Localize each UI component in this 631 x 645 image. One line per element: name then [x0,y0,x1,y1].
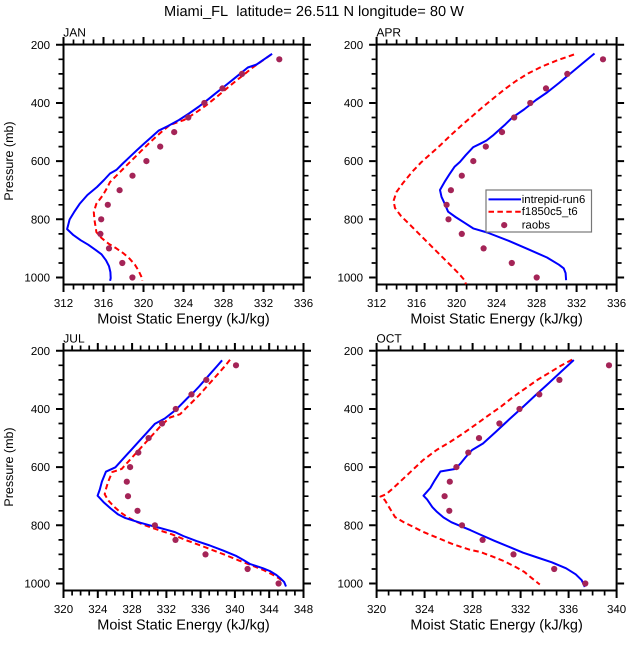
svg-text:328: 328 [123,604,142,616]
svg-text:340: 340 [607,604,626,616]
svg-text:JAN: JAN [63,25,86,39]
svg-text:800: 800 [344,214,363,226]
svg-text:332: 332 [511,604,530,616]
svg-text:324: 324 [88,604,108,616]
svg-text:APR: APR [376,25,401,39]
svg-text:600: 600 [31,156,50,168]
svg-text:336: 336 [559,604,578,616]
svg-text:324: 324 [174,298,194,310]
svg-text:332: 332 [254,298,273,310]
svg-text:800: 800 [344,520,363,532]
svg-text:324: 324 [415,604,435,616]
svg-text:316: 316 [94,298,113,310]
svg-text:312: 312 [54,298,73,310]
svg-text:324: 324 [487,298,507,310]
svg-text:400: 400 [31,98,50,110]
svg-text:328: 328 [214,298,233,310]
svg-text:Pressure (mb): Pressure (mb) [2,121,16,200]
svg-text:600: 600 [31,462,50,474]
svg-text:Miami_FL latitude= 26.511 N l: Miami_FL latitude= 26.511 N longitude= 8… [164,4,464,20]
svg-text:1000: 1000 [24,579,50,591]
svg-text:340: 340 [225,604,244,616]
svg-text:400: 400 [31,404,50,416]
svg-text:Moist Static Energy (kJ/kg): Moist Static Energy (kJ/kg) [410,311,582,327]
svg-text:OCT: OCT [376,331,402,345]
svg-text:336: 336 [191,604,210,616]
svg-text:600: 600 [344,462,363,474]
svg-text:344: 344 [260,604,280,616]
svg-text:1000: 1000 [338,273,364,285]
svg-text:intrepid-run6: intrepid-run6 [522,194,585,206]
svg-text:raobs: raobs [522,220,551,232]
svg-text:800: 800 [31,214,50,226]
svg-text:Moist Static Energy (kJ/kg): Moist Static Energy (kJ/kg) [97,311,269,327]
svg-text:JUL: JUL [63,331,85,345]
svg-text:332: 332 [157,604,176,616]
svg-text:1000: 1000 [24,273,50,285]
svg-text:336: 336 [294,298,313,310]
svg-text:320: 320 [54,604,73,616]
svg-text:348: 348 [294,604,313,616]
svg-text:Moist Static Energy (kJ/kg): Moist Static Energy (kJ/kg) [410,617,582,633]
svg-text:400: 400 [344,98,363,110]
svg-text:336: 336 [607,298,626,310]
svg-text:800: 800 [31,520,50,532]
svg-text:200: 200 [31,346,50,358]
svg-text:320: 320 [367,604,386,616]
svg-text:328: 328 [527,298,546,310]
svg-text:200: 200 [344,40,363,52]
svg-text:400: 400 [344,404,363,416]
svg-text:1000: 1000 [338,579,364,591]
svg-text:200: 200 [344,346,363,358]
svg-text:316: 316 [407,298,426,310]
svg-text:328: 328 [463,604,482,616]
svg-text:Pressure (mb): Pressure (mb) [2,427,16,506]
svg-text:320: 320 [447,298,466,310]
svg-text:f1850c5_t6: f1850c5_t6 [522,206,578,218]
svg-text:332: 332 [567,298,586,310]
svg-text:320: 320 [134,298,153,310]
svg-text:600: 600 [344,156,363,168]
svg-text:312: 312 [367,298,386,310]
svg-text:200: 200 [31,40,50,52]
svg-text:Moist Static Energy (kJ/kg): Moist Static Energy (kJ/kg) [97,617,269,633]
